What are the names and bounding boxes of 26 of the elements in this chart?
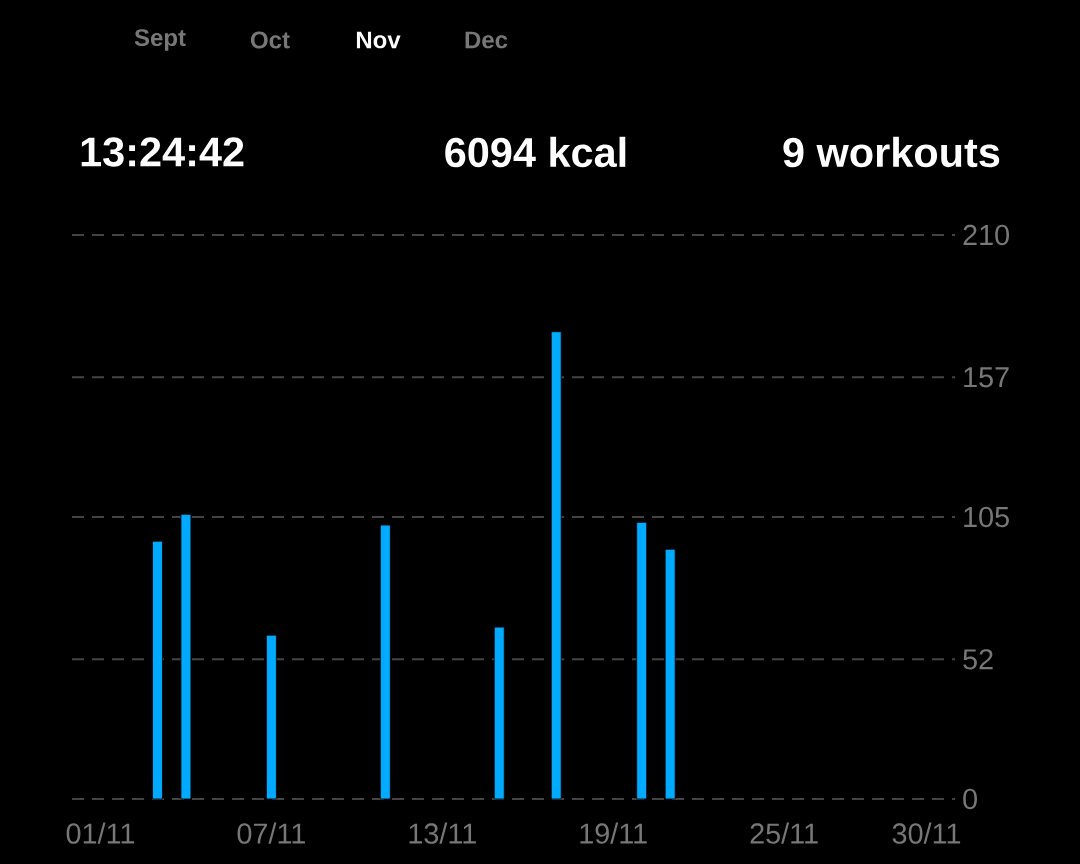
text: Oct [250, 31, 290, 49]
bar [493, 626, 505, 800]
text: 6094 kcal [445, 136, 626, 168]
text: Nov [356, 31, 401, 49]
x-tick-label: 19/11 [580, 822, 647, 844]
x-tick-label: 01/11 [66, 822, 135, 844]
bar [265, 634, 277, 800]
text: Dec [465, 31, 508, 49]
text: Sept [134, 29, 186, 51]
x-tick-label: 25/11 [750, 822, 818, 844]
text: 9 workouts [783, 136, 1000, 168]
x-tick-label: 07/11 [237, 822, 305, 844]
text: 13:24:42 [81, 137, 244, 167]
y-tick-label: 52 [963, 649, 993, 670]
bar [664, 548, 676, 800]
bar [636, 521, 648, 800]
y-tick-label: 157 [964, 367, 1009, 388]
y-tick-label: 0 [963, 788, 977, 810]
bar [180, 513, 192, 800]
y-tick-label: 210 [963, 224, 1009, 246]
bar [550, 331, 562, 800]
y-tick-label: 105 [964, 506, 1009, 528]
bar [152, 540, 163, 800]
x-tick-label: 13/11 [409, 822, 476, 844]
bar [379, 524, 391, 800]
x-tick-label: 30/11 [892, 822, 961, 844]
